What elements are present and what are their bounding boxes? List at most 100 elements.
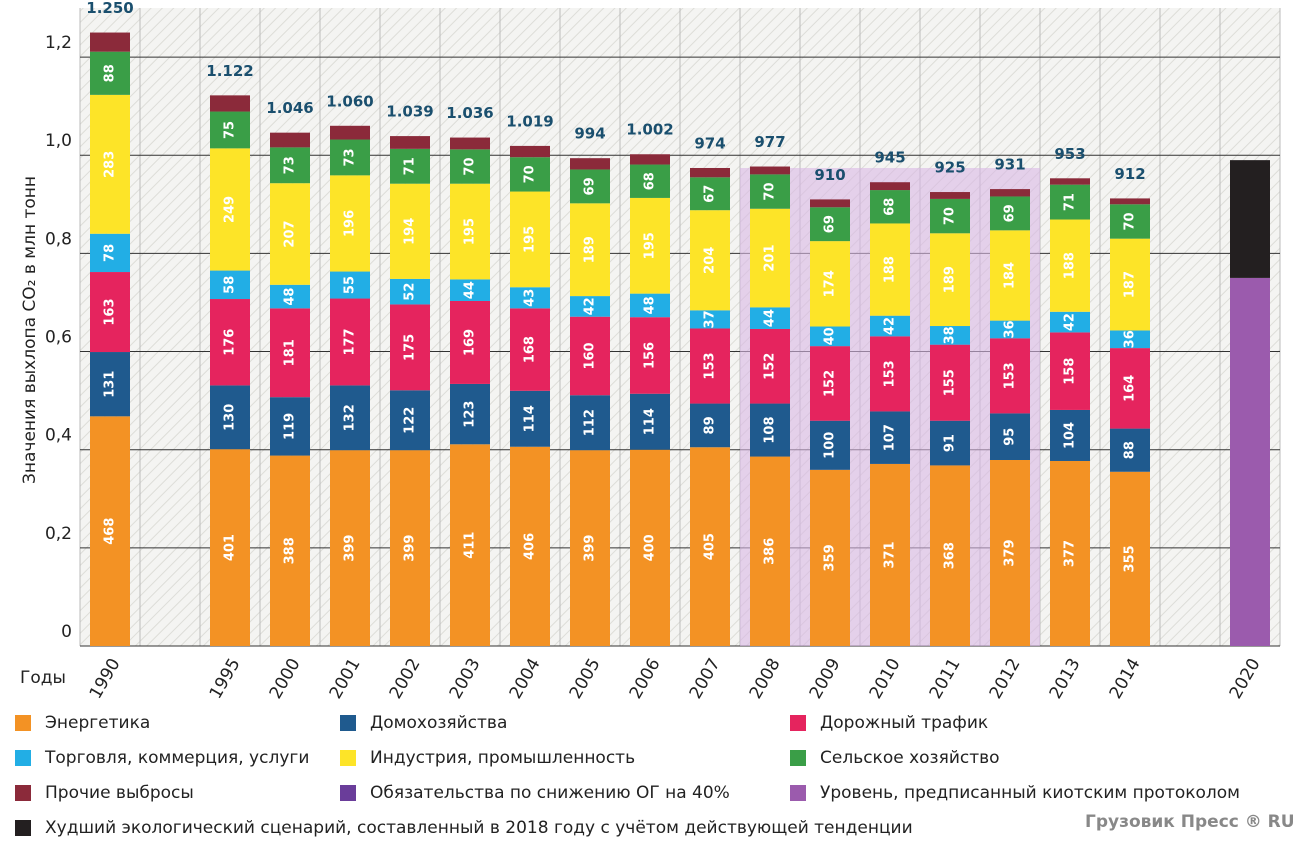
segment-label: 207 [283, 220, 298, 247]
segment-label: 160 [583, 342, 598, 369]
y-tick-label: 0,8 [45, 229, 72, 249]
segment-label: 163 [103, 298, 118, 325]
segment-label: 386 [763, 538, 778, 565]
bar-segment [750, 328, 790, 404]
segment-label: 204 [703, 247, 718, 274]
bar-segment [690, 210, 730, 311]
segment-label: 70 [943, 207, 958, 225]
bar-segment [1230, 160, 1270, 278]
segment-label: 156 [643, 342, 658, 369]
bar-segment [750, 403, 790, 457]
total-label: 1.046 [266, 99, 313, 117]
legend-swatch [15, 785, 31, 801]
bar-segment [690, 403, 730, 448]
legend-label: Дорожный трафик [820, 713, 988, 733]
x-tick-label: 2012 [986, 655, 1025, 702]
legend-label: Уровень, предписанный киотским протоколо… [820, 783, 1240, 803]
bar-segment [390, 148, 430, 184]
bar-segment [270, 397, 310, 456]
bar-segment [870, 190, 910, 224]
segment-label: 104 [1063, 422, 1078, 449]
segment-label: 78 [103, 244, 118, 262]
bar-segment [1050, 311, 1090, 333]
x-axis-title: Годы [20, 668, 66, 688]
total-label: 974 [694, 134, 725, 152]
bar-segment [630, 293, 670, 318]
segment-label: 130 [223, 404, 238, 431]
bar-segment [510, 157, 550, 192]
segment-label: 69 [1003, 204, 1018, 222]
bar-segment [330, 125, 370, 140]
bar-segment [330, 139, 370, 176]
bar-segment [450, 149, 490, 184]
segment-label: 176 [223, 329, 238, 356]
segment-label: 371 [883, 541, 898, 568]
segment-label: 88 [103, 64, 118, 82]
segment-label: 184 [1003, 262, 1018, 289]
segment-label: 71 [403, 157, 418, 175]
bar-segment [390, 390, 430, 451]
bar-segment [1050, 332, 1090, 410]
segment-label: 132 [343, 404, 358, 431]
bar-segment [90, 233, 130, 273]
segment-label: 36 [1003, 320, 1018, 338]
bar-segment [990, 413, 1030, 460]
bar-segment [450, 183, 490, 280]
segment-label: 400 [643, 534, 658, 561]
legend-swatch [790, 785, 806, 801]
bar-segment [1110, 330, 1150, 349]
x-tick-label: 2001 [326, 655, 365, 702]
segment-label: 40 [823, 327, 838, 345]
legend-swatch [340, 750, 356, 766]
segment-label: 468 [103, 518, 118, 545]
bar-segment [1050, 178, 1090, 185]
segment-label: 388 [283, 537, 298, 564]
bar-segment [270, 183, 310, 285]
bar-segment [270, 455, 310, 646]
segment-label: 70 [763, 183, 778, 201]
total-label: 925 [934, 159, 965, 177]
bar-segment [570, 450, 610, 646]
segment-label: 194 [403, 218, 418, 245]
segment-label: 88 [1123, 441, 1138, 459]
total-label: 1.122 [206, 62, 253, 80]
y-tick-label: 1,0 [45, 131, 72, 151]
legend-label: Сельское хозяйство [820, 748, 1000, 768]
bar-segment [870, 315, 910, 337]
bar-segment [210, 111, 250, 149]
segment-label: 48 [643, 296, 658, 314]
bar-segment [1050, 409, 1090, 461]
bar-segment [90, 272, 130, 353]
bar-segment [570, 203, 610, 297]
bar-segment [930, 192, 970, 199]
legend-label: Энергетика [45, 713, 150, 733]
total-label: 1.250 [86, 0, 133, 17]
bar-segment [210, 148, 250, 271]
segment-label: 36 [1123, 330, 1138, 348]
segment-label: 68 [643, 172, 658, 190]
bar-segment [390, 183, 430, 279]
segment-label: 368 [943, 542, 958, 569]
segment-label: 131 [103, 371, 118, 398]
segment-label: 153 [1003, 362, 1018, 389]
y-tick-label: 0,6 [45, 328, 72, 348]
legend-swatch [340, 715, 356, 731]
bar-segment [90, 32, 130, 52]
bar-segment [210, 299, 250, 386]
bar-segment [1110, 198, 1150, 205]
segment-label: 70 [463, 157, 478, 175]
bar-segment [630, 449, 670, 646]
bar-segment [630, 393, 670, 450]
total-label: 953 [1054, 145, 1085, 163]
segment-label: 401 [223, 534, 238, 561]
bar-segment [1110, 471, 1150, 646]
bar-segment [630, 154, 670, 165]
segment-label: 58 [223, 276, 238, 294]
segment-label: 377 [1063, 540, 1078, 567]
bar-segment [570, 296, 610, 317]
bar-segment [990, 189, 1030, 197]
bar-segment [330, 271, 370, 299]
segment-label: 73 [343, 148, 358, 166]
x-tick-label: 1990 [86, 655, 125, 702]
